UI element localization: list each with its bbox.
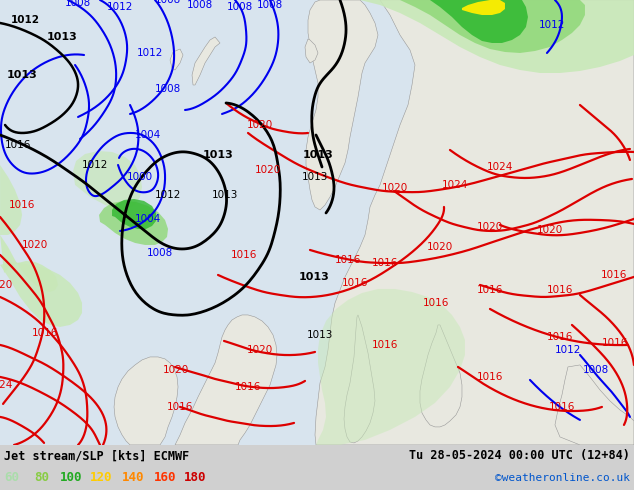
Text: 1008: 1008 bbox=[227, 2, 253, 12]
Polygon shape bbox=[344, 315, 375, 443]
Text: 1016: 1016 bbox=[423, 298, 449, 308]
Polygon shape bbox=[192, 37, 220, 85]
Text: 80: 80 bbox=[34, 471, 49, 485]
Polygon shape bbox=[555, 365, 634, 445]
Polygon shape bbox=[175, 315, 277, 445]
Text: 1008: 1008 bbox=[583, 365, 609, 375]
Polygon shape bbox=[400, 0, 585, 53]
Polygon shape bbox=[315, 0, 634, 445]
Text: 1012: 1012 bbox=[107, 2, 133, 12]
Text: 160: 160 bbox=[154, 471, 176, 485]
Polygon shape bbox=[0, 262, 82, 327]
Text: 1020: 1020 bbox=[382, 183, 408, 193]
Text: 1016: 1016 bbox=[231, 250, 257, 260]
Text: 1016: 1016 bbox=[9, 200, 36, 210]
Text: 1013: 1013 bbox=[307, 330, 333, 340]
Text: 1012: 1012 bbox=[137, 48, 163, 58]
Text: 1016: 1016 bbox=[372, 340, 398, 350]
Text: 1013: 1013 bbox=[302, 150, 333, 160]
Text: 1008: 1008 bbox=[187, 0, 213, 10]
Polygon shape bbox=[316, 289, 465, 445]
Text: 1020: 1020 bbox=[247, 120, 273, 130]
Text: 1004: 1004 bbox=[135, 214, 161, 224]
Text: 1020: 1020 bbox=[22, 240, 48, 250]
Text: 1008: 1008 bbox=[155, 0, 181, 5]
Polygon shape bbox=[305, 39, 318, 63]
Text: 1016: 1016 bbox=[601, 270, 627, 280]
Polygon shape bbox=[306, 0, 378, 210]
Text: 1016: 1016 bbox=[335, 255, 361, 265]
Polygon shape bbox=[430, 0, 528, 43]
Text: 120: 120 bbox=[90, 471, 112, 485]
Polygon shape bbox=[0, 235, 58, 292]
Polygon shape bbox=[462, 0, 505, 15]
Text: 1020: 1020 bbox=[255, 165, 281, 175]
Text: 1016: 1016 bbox=[342, 278, 368, 288]
Text: 1008: 1008 bbox=[257, 0, 283, 10]
Text: 1013: 1013 bbox=[212, 190, 238, 200]
Text: 1016: 1016 bbox=[235, 382, 261, 392]
Polygon shape bbox=[420, 325, 462, 427]
Text: Jet stream/SLP [kts] ECMWF: Jet stream/SLP [kts] ECMWF bbox=[4, 449, 190, 463]
Text: 1013: 1013 bbox=[7, 70, 37, 80]
Polygon shape bbox=[112, 199, 156, 229]
Text: 1024: 1024 bbox=[0, 380, 13, 390]
Text: 140: 140 bbox=[122, 471, 145, 485]
Text: 1016: 1016 bbox=[5, 140, 31, 150]
Text: 1013: 1013 bbox=[203, 150, 233, 160]
Text: ©weatheronline.co.uk: ©weatheronline.co.uk bbox=[495, 473, 630, 483]
Text: 180: 180 bbox=[184, 471, 207, 485]
Text: 1000: 1000 bbox=[127, 172, 153, 182]
Text: 1020: 1020 bbox=[477, 222, 503, 232]
Text: 1016: 1016 bbox=[477, 372, 503, 382]
Polygon shape bbox=[99, 201, 168, 245]
Text: 1013: 1013 bbox=[302, 172, 328, 182]
Text: 1008: 1008 bbox=[155, 84, 181, 94]
Text: 1016: 1016 bbox=[602, 338, 628, 348]
Text: 1013: 1013 bbox=[299, 272, 330, 282]
Text: Tu 28-05-2024 00:00 UTC (12+84): Tu 28-05-2024 00:00 UTC (12+84) bbox=[409, 449, 630, 463]
Text: 1020: 1020 bbox=[247, 345, 273, 355]
Text: 1024: 1024 bbox=[487, 162, 513, 172]
Text: 1012: 1012 bbox=[155, 190, 181, 200]
Text: 1016: 1016 bbox=[32, 328, 58, 338]
Text: 1016: 1016 bbox=[547, 332, 573, 342]
Polygon shape bbox=[360, 0, 634, 73]
Polygon shape bbox=[0, 0, 634, 445]
Text: 1020: 1020 bbox=[0, 280, 13, 290]
Text: 1012: 1012 bbox=[11, 15, 39, 25]
Text: 1008: 1008 bbox=[65, 0, 91, 8]
Polygon shape bbox=[0, 165, 22, 235]
Text: 1016: 1016 bbox=[547, 285, 573, 295]
Polygon shape bbox=[114, 357, 178, 445]
Text: 1016: 1016 bbox=[372, 258, 398, 268]
Text: 1016: 1016 bbox=[549, 402, 575, 412]
Text: 1012: 1012 bbox=[82, 160, 108, 170]
Text: 1013: 1013 bbox=[47, 32, 77, 42]
Text: 1004: 1004 bbox=[135, 130, 161, 140]
Text: 1012: 1012 bbox=[539, 20, 565, 30]
Text: 1012: 1012 bbox=[555, 345, 581, 355]
Polygon shape bbox=[73, 151, 142, 209]
Text: 60: 60 bbox=[4, 471, 19, 485]
Text: 1024: 1024 bbox=[442, 180, 468, 190]
Text: 1008: 1008 bbox=[147, 248, 173, 258]
Text: 100: 100 bbox=[60, 471, 82, 485]
Text: 1016: 1016 bbox=[477, 285, 503, 295]
Text: 1020: 1020 bbox=[537, 225, 563, 235]
Polygon shape bbox=[170, 49, 183, 70]
Text: 1016: 1016 bbox=[167, 402, 193, 412]
Text: 1020: 1020 bbox=[427, 242, 453, 252]
Text: 1020: 1020 bbox=[163, 365, 189, 375]
